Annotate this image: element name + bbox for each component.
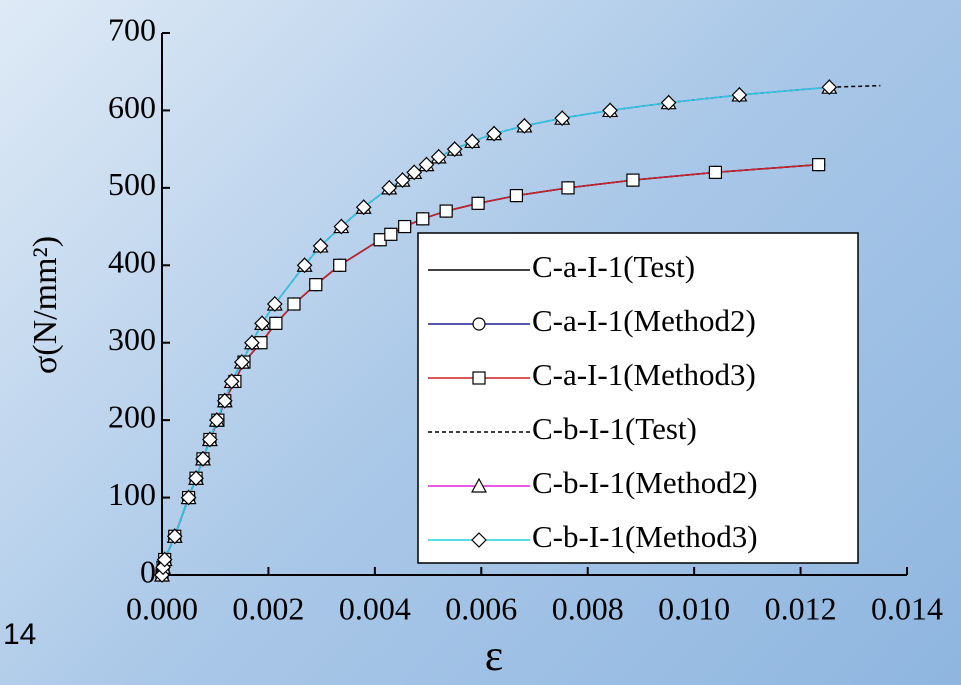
marker (384, 227, 398, 241)
marker (486, 125, 502, 142)
x-tick-label: 0.014 (871, 590, 943, 626)
marker (471, 196, 485, 210)
x-tick-label: 0.000 (126, 590, 198, 626)
marker (202, 431, 218, 448)
marker (381, 180, 398, 196)
marker (309, 278, 323, 292)
marker (439, 204, 453, 218)
marker (660, 94, 677, 111)
marker (471, 532, 487, 548)
x-tick-label: 0.002 (232, 590, 304, 626)
marker (394, 172, 411, 188)
marker (287, 297, 301, 311)
marker (821, 79, 838, 96)
marker (812, 158, 826, 172)
x-axis-label: ε (485, 631, 503, 680)
marker (216, 392, 233, 409)
marker (166, 528, 183, 545)
y-tick-label: 700 (108, 11, 156, 47)
marker (156, 551, 173, 568)
marker (731, 87, 748, 103)
marker (708, 165, 723, 179)
marker (626, 173, 640, 187)
marker (464, 133, 481, 150)
marker (312, 238, 329, 254)
marker (509, 189, 524, 203)
marker (446, 141, 463, 157)
marker (472, 371, 486, 385)
legend-label: C-b-I-1(Method2) (532, 465, 758, 500)
marker (296, 257, 313, 274)
legend-box (417, 232, 859, 564)
marker (223, 373, 240, 390)
x-tick-label: 0.012 (765, 590, 837, 626)
x-tick-label: 0.006 (445, 590, 517, 626)
y-tick-label: 100 (108, 476, 156, 512)
marker (516, 118, 533, 134)
marker (244, 334, 260, 351)
marker (233, 354, 250, 370)
x-tick-label: 0.004 (339, 590, 411, 626)
marker (470, 477, 488, 493)
legend-label: C-a-I-1(Method3) (532, 357, 756, 392)
marker (398, 219, 412, 234)
x-tick-label: 0.008 (552, 590, 624, 626)
y-tick-label: 200 (108, 398, 156, 434)
marker (406, 164, 423, 181)
slide-number: 14 (3, 618, 36, 651)
marker (269, 316, 283, 330)
marker (266, 296, 283, 312)
y-tick-label: 0 (140, 553, 156, 589)
legend-label: C-b-I-1(Method3) (532, 519, 758, 554)
y-axis-label: σ(N/mm²) (27, 236, 64, 374)
marker (195, 451, 211, 467)
marker (561, 181, 575, 195)
marker (602, 102, 618, 119)
x-tick-label: 0.010 (658, 590, 730, 626)
marker (430, 149, 447, 165)
y-tick-label: 600 (108, 89, 156, 125)
legend-label: C-a-I-1(Test) (532, 249, 695, 284)
legend-label: C-b-I-1(Test) (532, 411, 697, 446)
marker (355, 199, 372, 216)
marker (554, 110, 571, 127)
marker (254, 315, 270, 332)
marker (180, 489, 197, 506)
marker (333, 218, 350, 235)
y-tick-label: 400 (108, 244, 156, 280)
marker (333, 258, 347, 272)
legend-label: C-a-I-1(Method2) (532, 303, 756, 338)
marker (472, 317, 486, 331)
y-tick-label: 300 (108, 321, 156, 357)
marker (418, 156, 435, 173)
marker (416, 212, 430, 226)
y-tick-label: 500 (108, 166, 156, 202)
marker (208, 412, 225, 428)
marker (188, 470, 204, 487)
